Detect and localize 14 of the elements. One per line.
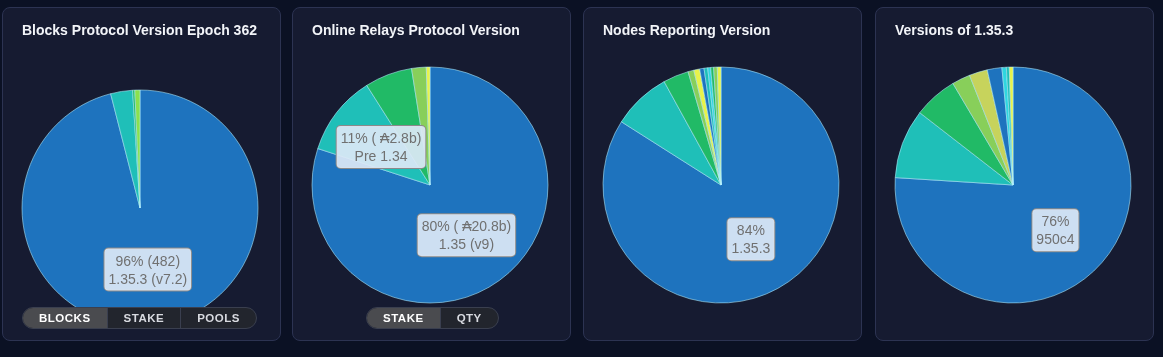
chart-title: Nodes Reporting Version xyxy=(603,21,772,40)
chart-title: Online Relays Protocol Version xyxy=(312,21,521,40)
slice-label: 1.35.3 (v7.2) xyxy=(108,270,188,287)
data-label: 80% ( ₳20.8b) xyxy=(421,218,512,235)
slice-label: 1.35 (v9) xyxy=(438,236,495,253)
data-label: 11% ( ₳2.8b) xyxy=(340,130,422,146)
data-label: 76% xyxy=(1041,213,1070,230)
slice-label: 950c4 xyxy=(1036,231,1075,248)
chart-title: Versions of 1.35.3 xyxy=(895,21,1015,40)
data-label: 84% xyxy=(736,222,765,239)
chart-title: Blocks Protocol Version Epoch 362 xyxy=(22,21,258,40)
data-label: 96% (482) xyxy=(115,252,181,269)
slice-label: 1.35.3 xyxy=(731,240,771,257)
slice-label: Pre 1.34 xyxy=(354,148,408,164)
